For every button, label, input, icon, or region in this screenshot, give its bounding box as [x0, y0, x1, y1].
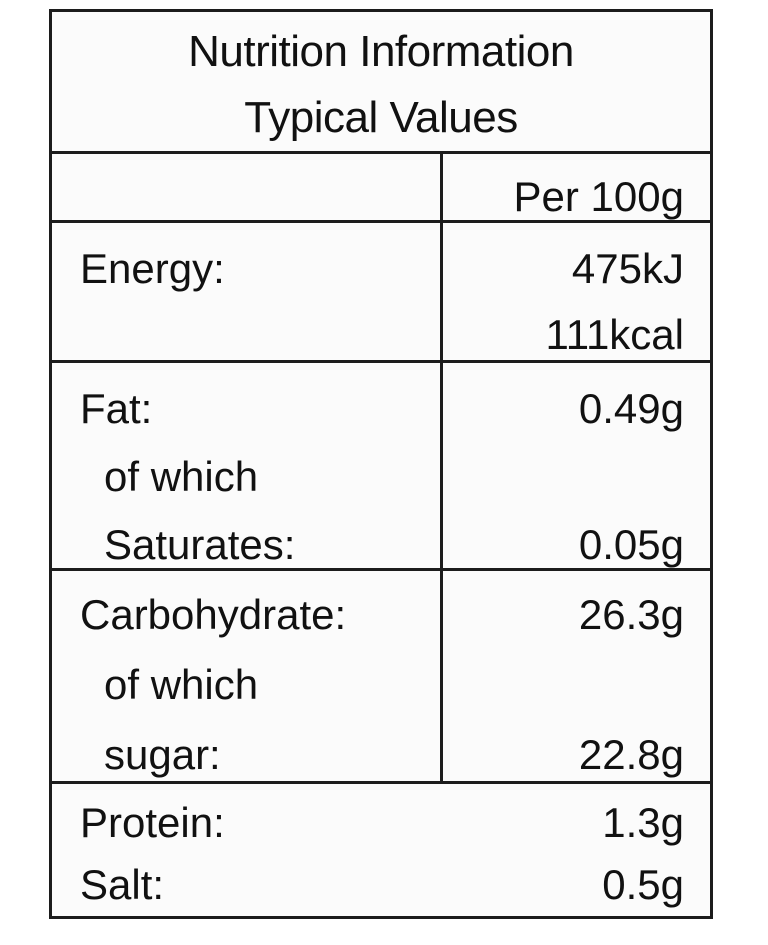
- saturates-label: Saturates:: [104, 521, 296, 568]
- sugar-label: sugar:: [104, 731, 221, 778]
- table-subtitle: Typical Values: [244, 93, 518, 142]
- salt-label: Salt:: [80, 861, 165, 908]
- per-100g-header: Per 100g: [513, 173, 684, 220]
- protein-value: 1.3g: [602, 799, 684, 846]
- fat-of-which-label: of which: [104, 453, 259, 500]
- carbohydrate-value: 26.3g: [578, 591, 684, 638]
- salt-value: 0.5g: [602, 861, 684, 908]
- row-divider: [52, 360, 710, 363]
- row-divider: [52, 781, 710, 784]
- carbohydrate-label: Carbohydrate:: [80, 591, 347, 638]
- energy-label: Energy:: [80, 245, 225, 292]
- row-divider: [52, 568, 710, 571]
- carbohydrate-of-which-label: of which: [104, 661, 259, 708]
- fat-label: Fat:: [80, 385, 153, 432]
- saturates-value: 0.05g: [578, 521, 684, 568]
- nutrition-table: Nutrition Information Typical Values Per…: [49, 9, 713, 919]
- table-header: Nutrition Information Typical Values: [52, 12, 710, 154]
- fat-value: 0.49g: [578, 385, 684, 432]
- column-divider: [440, 154, 443, 784]
- protein-label: Protein:: [80, 799, 225, 846]
- sugar-value: 22.8g: [578, 731, 684, 778]
- row-divider: [52, 220, 710, 223]
- energy-kcal-value: 111kcal: [545, 311, 684, 358]
- table-title: Nutrition Information: [188, 27, 574, 76]
- energy-kj-value: 475kJ: [571, 245, 684, 292]
